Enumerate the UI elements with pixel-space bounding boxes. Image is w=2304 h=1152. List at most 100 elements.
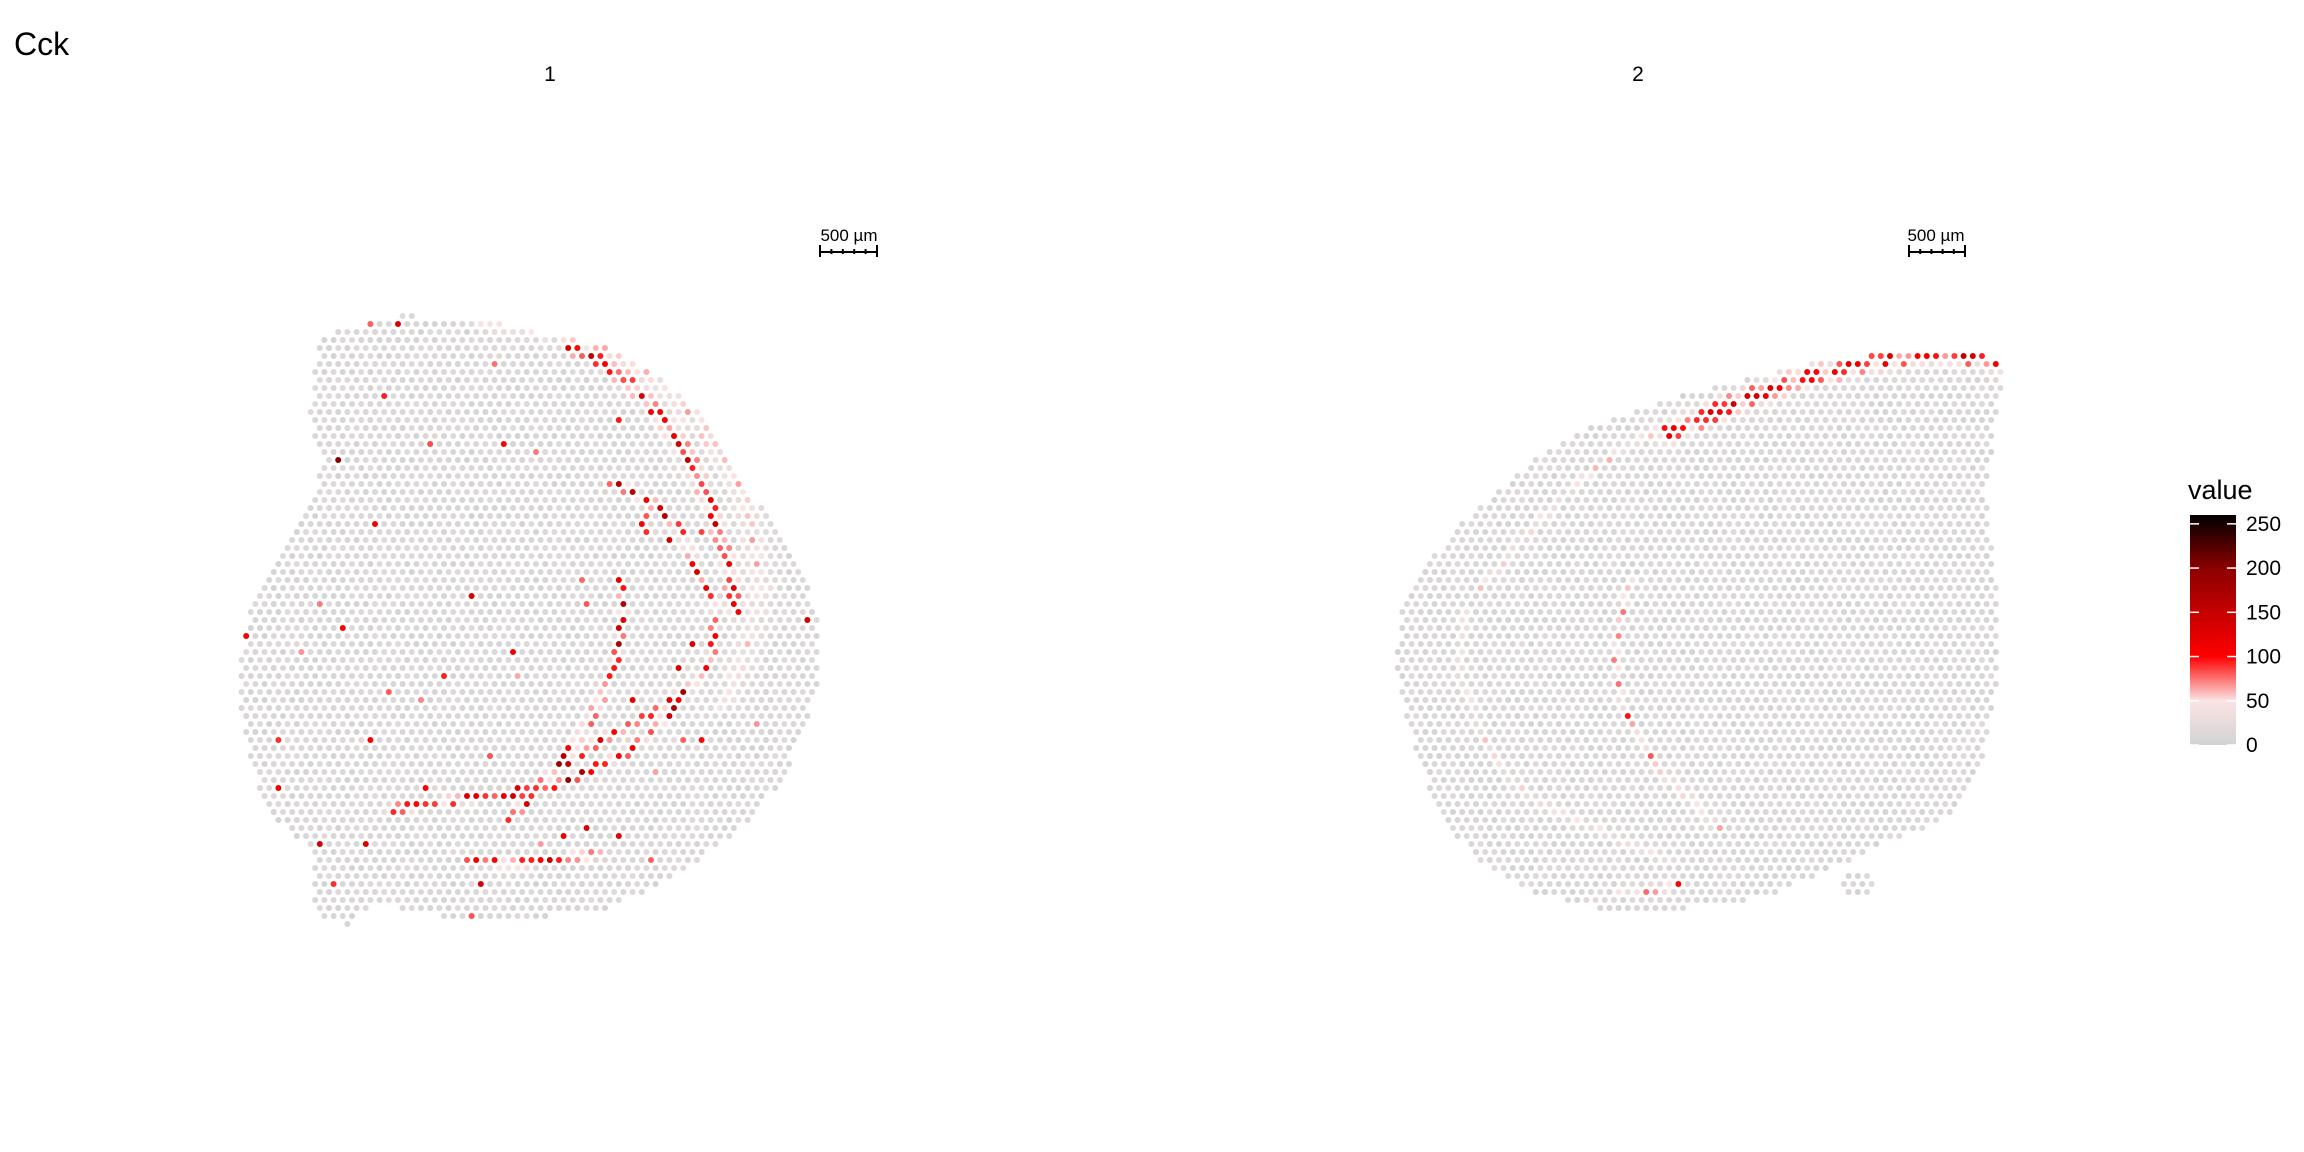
spot bbox=[409, 425, 415, 431]
spot bbox=[1767, 417, 1773, 423]
spot bbox=[1855, 377, 1861, 383]
spot bbox=[349, 881, 355, 887]
spot bbox=[1616, 537, 1622, 543]
spot bbox=[409, 553, 415, 559]
spot bbox=[772, 561, 778, 567]
spot bbox=[455, 409, 461, 415]
spot bbox=[1662, 409, 1668, 415]
spot bbox=[662, 769, 668, 775]
spot bbox=[478, 353, 484, 359]
spot bbox=[496, 705, 502, 711]
spot bbox=[1855, 489, 1861, 495]
spot bbox=[1919, 409, 1925, 415]
spot bbox=[358, 529, 364, 535]
spot bbox=[400, 537, 406, 543]
spot bbox=[1832, 417, 1838, 423]
spot bbox=[1813, 545, 1819, 551]
spot bbox=[482, 761, 488, 767]
spot bbox=[1560, 489, 1566, 495]
spot bbox=[1864, 409, 1870, 415]
spot bbox=[275, 817, 281, 823]
spot bbox=[482, 777, 488, 783]
spot bbox=[404, 385, 410, 391]
spot bbox=[501, 473, 507, 479]
spot bbox=[712, 521, 718, 527]
spot bbox=[1703, 401, 1709, 407]
spot bbox=[1864, 537, 1870, 543]
spot bbox=[1970, 497, 1976, 503]
spot bbox=[786, 697, 792, 703]
spot bbox=[1570, 473, 1576, 479]
spot bbox=[1924, 465, 1930, 471]
spot bbox=[528, 393, 534, 399]
spot bbox=[1478, 569, 1484, 575]
spot bbox=[413, 353, 419, 359]
spot bbox=[662, 641, 668, 647]
spot bbox=[639, 873, 645, 879]
spot bbox=[593, 457, 599, 463]
spot bbox=[630, 841, 636, 847]
spot bbox=[643, 369, 649, 375]
spot bbox=[542, 417, 548, 423]
spot bbox=[1749, 433, 1755, 439]
spot bbox=[1841, 497, 1847, 503]
spot bbox=[625, 801, 631, 807]
spot bbox=[1657, 401, 1663, 407]
spot bbox=[763, 529, 769, 535]
spot bbox=[492, 905, 498, 911]
spot bbox=[1478, 553, 1484, 559]
spot bbox=[556, 441, 562, 447]
spot bbox=[469, 865, 475, 871]
spot bbox=[1767, 529, 1773, 535]
spot bbox=[749, 809, 755, 815]
spot bbox=[1468, 521, 1474, 527]
spot bbox=[1827, 553, 1833, 559]
spot bbox=[533, 593, 539, 599]
spot bbox=[487, 497, 493, 503]
spot bbox=[1855, 505, 1861, 511]
spot bbox=[648, 521, 654, 527]
spot bbox=[735, 529, 741, 535]
spot bbox=[1910, 457, 1916, 463]
spot bbox=[533, 577, 539, 583]
spot bbox=[413, 593, 419, 599]
spot bbox=[377, 465, 383, 471]
spot bbox=[538, 425, 544, 431]
spot bbox=[584, 521, 590, 527]
spot bbox=[519, 505, 525, 511]
spot bbox=[294, 769, 300, 775]
spot bbox=[630, 809, 636, 815]
spot bbox=[708, 465, 714, 471]
spot bbox=[1666, 417, 1672, 423]
spot bbox=[1685, 417, 1691, 423]
spot bbox=[450, 785, 456, 791]
spot bbox=[570, 641, 576, 647]
spot bbox=[331, 849, 337, 855]
spot bbox=[625, 785, 631, 791]
spot bbox=[1643, 409, 1649, 415]
spot bbox=[643, 769, 649, 775]
spot bbox=[708, 689, 714, 695]
spot bbox=[1832, 369, 1838, 375]
spot bbox=[395, 449, 401, 455]
spot bbox=[390, 617, 396, 623]
spot bbox=[340, 385, 346, 391]
spot bbox=[515, 417, 521, 423]
spot bbox=[547, 441, 553, 447]
spot bbox=[285, 561, 291, 567]
spot bbox=[459, 753, 465, 759]
spot bbox=[473, 361, 479, 367]
spot bbox=[492, 825, 498, 831]
spot bbox=[289, 569, 295, 575]
spot bbox=[786, 553, 792, 559]
spot bbox=[1703, 417, 1709, 423]
spot bbox=[657, 489, 663, 495]
spot bbox=[441, 625, 447, 631]
spot bbox=[1924, 561, 1930, 567]
spot bbox=[542, 913, 548, 919]
spot bbox=[1928, 409, 1934, 415]
spot bbox=[413, 721, 419, 727]
spot bbox=[722, 473, 728, 479]
spot bbox=[377, 337, 383, 343]
spot bbox=[400, 457, 406, 463]
